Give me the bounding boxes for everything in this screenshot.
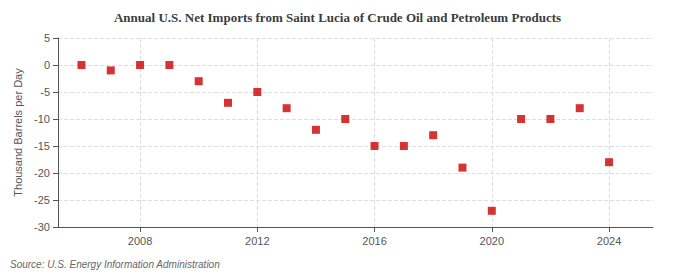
svg-text:5: 5 bbox=[44, 32, 50, 44]
svg-text:0: 0 bbox=[44, 59, 50, 71]
svg-text:-5: -5 bbox=[40, 86, 50, 98]
svg-text:2016: 2016 bbox=[362, 235, 386, 247]
svg-text:-20: -20 bbox=[34, 167, 50, 179]
svg-text:-30: -30 bbox=[34, 221, 50, 233]
svg-text:Annual U.S. Net Imports from S: Annual U.S. Net Imports from Saint Lucia… bbox=[114, 10, 561, 25]
svg-text:2012: 2012 bbox=[245, 235, 269, 247]
svg-text:Thousand Barrels per Day: Thousand Barrels per Day bbox=[12, 68, 24, 197]
svg-text:-10: -10 bbox=[34, 113, 50, 125]
svg-text:2020: 2020 bbox=[480, 235, 504, 247]
svg-text:-15: -15 bbox=[34, 140, 50, 152]
svg-text:2008: 2008 bbox=[128, 235, 152, 247]
svg-text:2024: 2024 bbox=[597, 235, 621, 247]
svg-text:Source: U.S. Energy Informatio: Source: U.S. Energy Information Administ… bbox=[10, 259, 220, 270]
svg-text:-25: -25 bbox=[34, 194, 50, 206]
